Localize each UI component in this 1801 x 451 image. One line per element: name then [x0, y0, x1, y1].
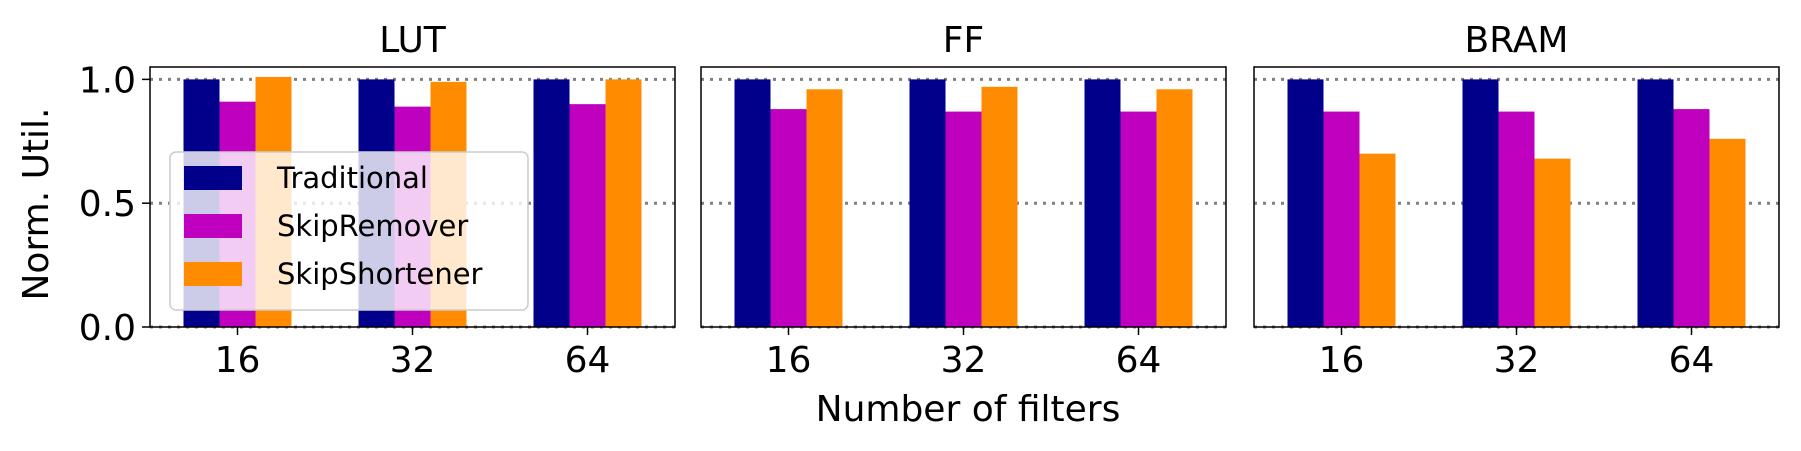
x-tick-label: 16	[766, 340, 812, 381]
legend-label-skipremover: SkipRemover	[277, 209, 468, 243]
bar-traditional-32	[909, 79, 946, 327]
panel-title: BRAM	[1465, 20, 1569, 61]
y-axis-title: Norm. Util.	[16, 108, 57, 301]
bar-skipremover-64	[569, 104, 606, 328]
panel-bram: 16 32 64 BRAM	[1253, 20, 1780, 381]
x-tick-label: 32	[1494, 340, 1540, 381]
bar-skipshortener-16	[806, 89, 843, 328]
x-tick-label: 16	[1319, 340, 1365, 381]
panel-ff: 16 32 64 FF	[700, 20, 1227, 381]
legend-swatch-skipshortener	[184, 262, 242, 286]
bar-skipshortener-64	[1156, 89, 1193, 328]
panel-title: FF	[943, 20, 984, 61]
bar-skipshortener-64	[605, 79, 642, 327]
panel-title: LUT	[379, 20, 447, 61]
legend-box	[169, 151, 529, 311]
bar-traditional-32	[1462, 79, 1499, 327]
bar-traditional-16	[734, 79, 771, 327]
x-tick-label: 32	[390, 340, 436, 381]
bar-traditional-64	[1084, 79, 1121, 327]
bar-traditional-64	[1637, 79, 1674, 327]
bar-traditional-16	[1287, 79, 1324, 327]
bar-skipshortener-64	[1709, 138, 1746, 327]
bar-skipremover-64	[1120, 111, 1157, 327]
legend-swatch-skipremover	[184, 214, 242, 238]
bar-skipremover-16	[1323, 111, 1360, 327]
x-tick-label: 32	[941, 340, 987, 381]
bar-skipremover-64	[1673, 109, 1710, 327]
bar-skipremover-32	[945, 111, 982, 327]
plot-frame	[1253, 66, 1780, 328]
bar-traditional-64	[533, 79, 570, 327]
plot-frame	[149, 66, 676, 328]
x-tick-label: 64	[565, 340, 611, 381]
plot-frame	[700, 66, 1227, 328]
bar-skipshortener-32	[1534, 158, 1571, 327]
y-tick-label: 0.0	[79, 308, 136, 349]
legend: Traditional SkipRemover SkipShortener	[169, 151, 529, 311]
x-axis-title: Number of filters	[816, 389, 1121, 430]
legend-label-skipshortener: SkipShortener	[277, 257, 483, 291]
y-tick-label: 1.0	[79, 60, 136, 101]
bar-skipshortener-32	[981, 86, 1018, 327]
x-tick-label: 64	[1116, 340, 1162, 381]
bar-skipremover-32	[1498, 111, 1535, 327]
bar-skipremover-16	[770, 109, 807, 327]
y-tick-label: 0.5	[79, 184, 136, 225]
bar-skipshortener-16	[1359, 153, 1396, 327]
legend-label-traditional: Traditional	[276, 161, 428, 195]
x-tick-label: 16	[215, 340, 261, 381]
legend-swatch-traditional	[184, 166, 242, 190]
x-tick-label: 64	[1669, 340, 1715, 381]
